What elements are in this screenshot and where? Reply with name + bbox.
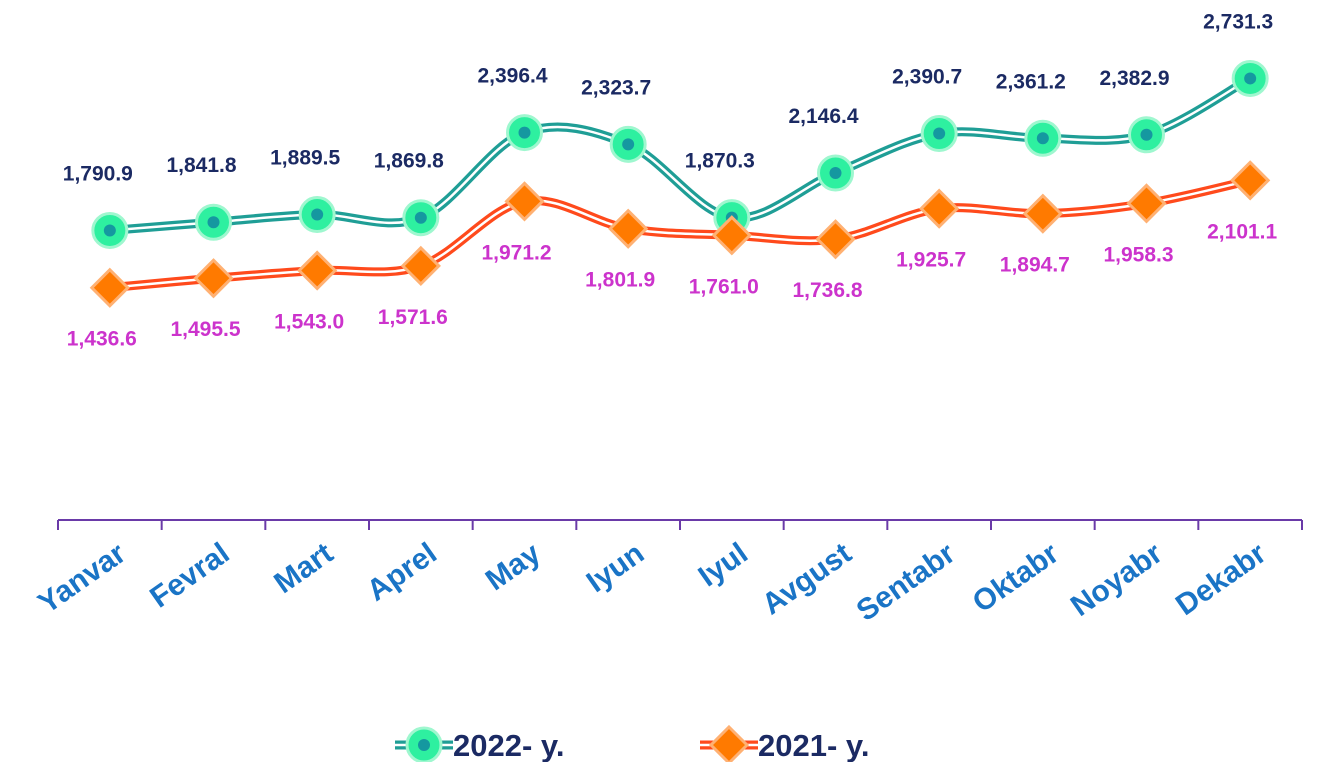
- data-label: 1,889.5: [270, 147, 340, 170]
- data-label: 1,869.8: [374, 150, 444, 173]
- x-tick-label: Dekabr: [1170, 537, 1273, 623]
- data-label: 2,101.1: [1207, 220, 1277, 243]
- x-tick-label: Oktabr: [967, 537, 1065, 620]
- point-center: [1140, 128, 1153, 141]
- data-label: 1,790.9: [63, 162, 133, 185]
- x-tick-label: Mart: [268, 537, 339, 600]
- data-label: 1,925.7: [896, 249, 966, 272]
- data-label: 2,390.7: [892, 66, 962, 89]
- data-label: 1,761.0: [689, 275, 759, 298]
- data-label: 1,436.6: [67, 328, 137, 351]
- point: [608, 208, 649, 249]
- x-tick-label: May: [480, 537, 547, 598]
- point: [1126, 183, 1167, 224]
- point: [815, 219, 856, 260]
- point-center: [103, 224, 116, 237]
- data-label: 2,323.7: [581, 76, 651, 99]
- data-label: 1,543.0: [274, 311, 344, 334]
- point-center: [933, 127, 946, 140]
- data-label: 2,731.3: [1203, 10, 1273, 33]
- point-center: [414, 211, 427, 224]
- point: [1022, 193, 1063, 234]
- point: [504, 181, 545, 222]
- x-tick-label: Iyun: [581, 537, 650, 599]
- point-center: [829, 166, 842, 179]
- data-label: 2,396.4: [477, 65, 547, 88]
- point: [708, 724, 750, 762]
- data-label: 1,495.5: [170, 318, 240, 341]
- point: [89, 267, 130, 308]
- point-center: [622, 138, 635, 151]
- x-tick-label: Iyul: [693, 537, 754, 594]
- point: [919, 188, 960, 229]
- x-tick-label: Avgust: [756, 537, 857, 622]
- point-center: [311, 208, 324, 221]
- data-label: 1,841.8: [166, 154, 236, 177]
- data-label: 1,736.8: [792, 279, 862, 302]
- x-tick-label: Sentabr: [851, 537, 962, 628]
- x-tick-label: Fevral: [144, 537, 235, 615]
- point-center: [418, 739, 430, 751]
- x-tick-label: Noyabr: [1065, 537, 1169, 624]
- data-label: 1,971.2: [481, 241, 551, 264]
- point-center: [518, 126, 531, 139]
- data-label: 1,958.3: [1103, 243, 1173, 266]
- x-tick-label: Aprel: [361, 537, 443, 608]
- point-center: [207, 216, 220, 229]
- point: [400, 245, 441, 287]
- data-label: 2,382.9: [1099, 67, 1169, 90]
- data-label: 2,361.2: [996, 70, 1066, 93]
- data-label: 1,801.9: [585, 269, 655, 292]
- point: [193, 258, 234, 299]
- data-label: 2,146.4: [788, 105, 858, 128]
- point: [1230, 160, 1271, 201]
- point: [711, 215, 752, 256]
- point-center: [1036, 132, 1049, 145]
- data-label: 1,870.3: [685, 150, 755, 173]
- legend-label: 2022- y.: [453, 728, 564, 762]
- x-tick-label: Yanvar: [32, 537, 132, 621]
- data-label: 1,571.6: [378, 306, 448, 329]
- point-center: [1244, 72, 1257, 85]
- data-label: 1,894.7: [1000, 254, 1070, 277]
- legend-label: 2021- y.: [758, 728, 869, 762]
- point: [297, 250, 338, 291]
